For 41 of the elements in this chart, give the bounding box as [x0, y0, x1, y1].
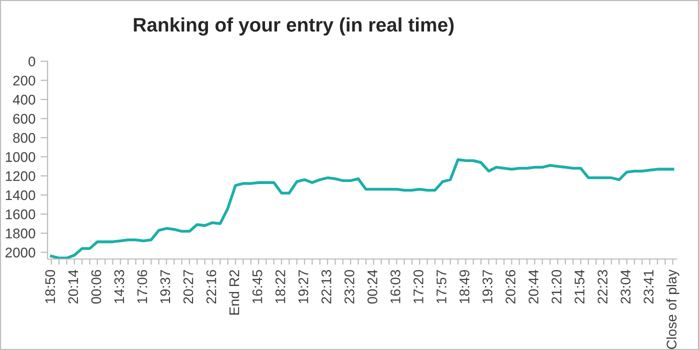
- x-tick-label: 00:06: [91, 270, 102, 304]
- y-tick-label: 400: [12, 94, 36, 105]
- x-tick-label: 21:54: [574, 270, 584, 304]
- x-tick-label: 16:45: [252, 270, 262, 304]
- x-tick-label: 17:57: [436, 270, 446, 304]
- x-tick-label: 16:03: [390, 270, 400, 304]
- x-tick-label: 22:13: [321, 270, 332, 304]
- x-tick-label: 18:22: [275, 270, 286, 304]
- x-tick-label: 22:16: [206, 270, 216, 304]
- y-tick-label: 800: [13, 133, 36, 143]
- chart-title: Ranking of your entry (in real time): [134, 17, 454, 36]
- x-tick-label: 23:20: [344, 270, 354, 304]
- x-tick-label: 21:20: [552, 270, 562, 304]
- x-tick-label: Close of play: [666, 269, 680, 349]
- x-tick-label: 14:33: [114, 270, 124, 304]
- x-tick-label: 00:24: [367, 270, 378, 304]
- x-tick-label: 20:44: [528, 270, 538, 304]
- x-tick-label: 23:41: [644, 270, 654, 304]
- y-tick-label: 1400: [6, 190, 36, 200]
- y-tick-label: 1000: [6, 152, 36, 162]
- y-tick-label: 200: [13, 76, 36, 86]
- x-tick-label: 19:37: [482, 270, 492, 304]
- line-series: [50, 158, 674, 259]
- x-tick-label: 20:27: [183, 270, 194, 304]
- x-tick-label: 19:37: [160, 270, 170, 304]
- x-tick-label: 19:27: [298, 270, 308, 304]
- x-tick-label: 22:23: [598, 270, 608, 304]
- x-tick-label: 20:26: [506, 270, 516, 304]
- x-tick-label: 18:50: [45, 270, 56, 304]
- x-tick-label: 20:14: [68, 270, 78, 304]
- y-tick-label: 1800: [6, 228, 36, 238]
- x-tick-label: 18:49: [460, 270, 470, 304]
- x-tick-label: 17:06: [137, 270, 148, 304]
- x-tick-label: 17:20: [414, 270, 424, 304]
- x-tick-label: End R2: [229, 270, 240, 315]
- y-tick-label: 600: [13, 114, 36, 124]
- y-tick-label: 1200: [6, 171, 36, 182]
- y-tick-label: 2000: [6, 248, 36, 258]
- x-tick-label: 23:04: [620, 270, 630, 304]
- y-tick-label: 1600: [6, 209, 36, 220]
- y-tick-label: 0: [28, 56, 36, 66]
